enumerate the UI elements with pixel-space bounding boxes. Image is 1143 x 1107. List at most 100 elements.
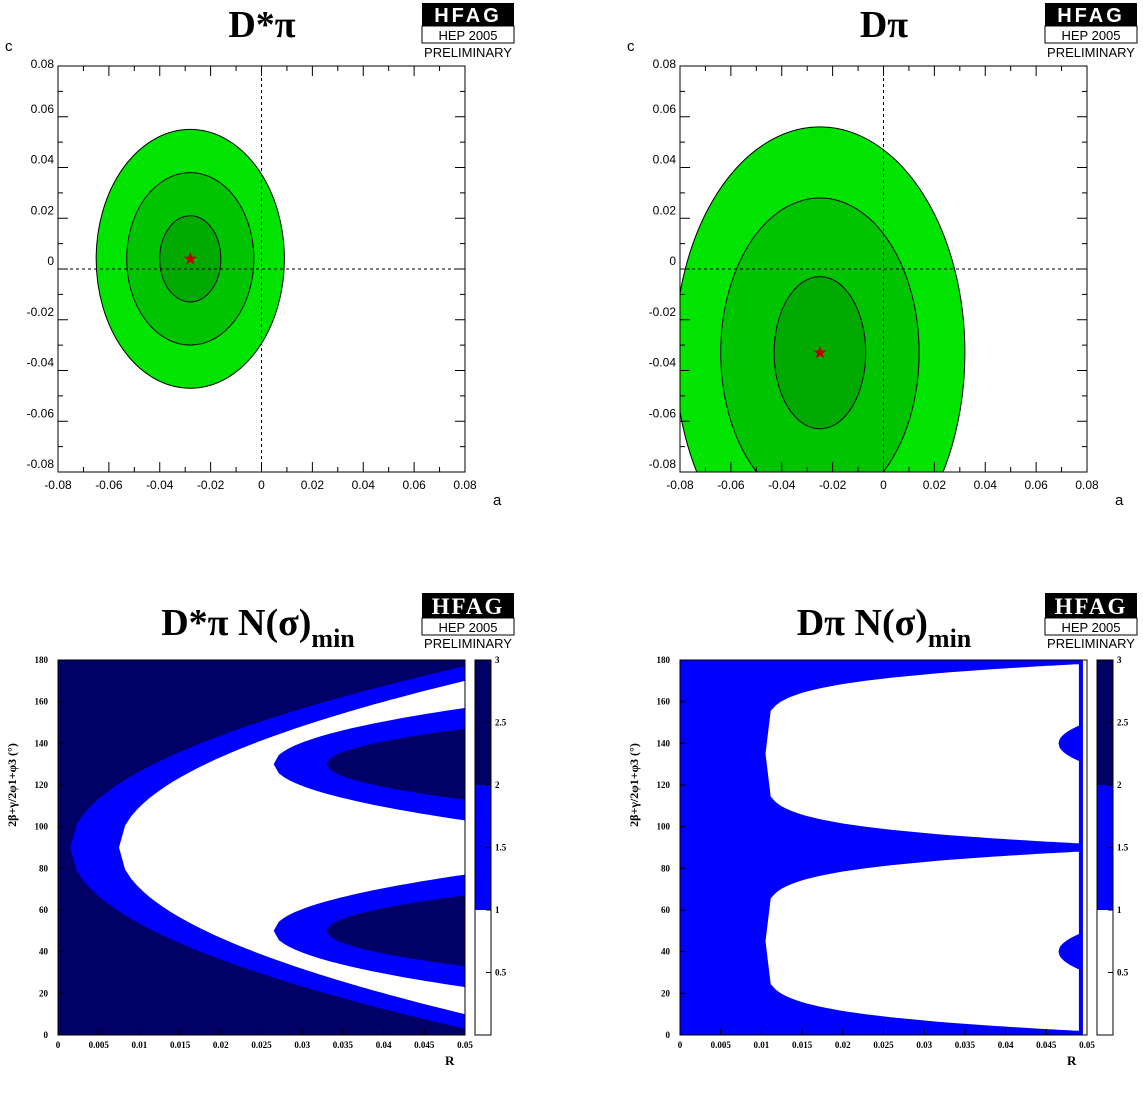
x-tick-label: 0.01	[132, 1040, 148, 1050]
plot-area: 0 0.005 0.01 0.015 0.02 0.025 0.03 0.035 0.04 0.0…	[627, 655, 1129, 1068]
hfag-badge: HFAG HEP 2005 PRELIMINARY	[421, 593, 515, 651]
x-tick-label: 0.02	[923, 478, 947, 492]
badge-event: HEP 2005	[1061, 620, 1120, 635]
badge-status: PRELIMINARY	[1047, 636, 1135, 651]
x-tick-label: -0.08	[44, 478, 72, 492]
x-tick-label: -0.02	[819, 478, 847, 492]
x-tick-label: 0.005	[711, 1040, 732, 1050]
y-tick-label: 80	[39, 863, 49, 873]
y-tick-label: -0.04	[27, 356, 55, 370]
x-tick-label: 0.03	[916, 1040, 932, 1050]
x-tick-label: -0.06	[717, 478, 745, 492]
x-tick-label: 0.08	[453, 478, 477, 492]
colorbar-tick-label: 0.5	[495, 968, 507, 978]
y-tick-label: 180	[35, 655, 49, 665]
title-subscript: min	[928, 624, 972, 653]
y-tick-label: -0.04	[649, 356, 677, 370]
x-tick-label: 0.015	[792, 1040, 813, 1050]
chart-title: Dπ N(σ)min	[797, 602, 972, 653]
y-axis-label: c	[5, 38, 13, 55]
colorbar-tick-label: 1	[495, 905, 500, 915]
x-tick-label: 0	[678, 1040, 683, 1050]
colorbar-tick-label: 0.5	[1117, 968, 1129, 978]
y-tick-label: 0	[47, 254, 54, 268]
x-tick-label: 0	[258, 478, 265, 492]
y-tick-label: 0.04	[31, 153, 55, 167]
y-axis-label: 2β+γ/2φ1+φ3 (°)	[5, 743, 19, 827]
x-tick-label: 0.01	[754, 1040, 770, 1050]
y-tick-label: -0.06	[649, 406, 677, 420]
badge-name: HFAG	[434, 5, 502, 27]
y-tick-label: 140	[657, 738, 671, 748]
y-tick-label: 0	[666, 1030, 671, 1040]
y-tick-label: -0.02	[27, 305, 55, 319]
badge-name: HFAG	[1057, 5, 1125, 27]
x-axis-label: a	[1115, 492, 1124, 509]
heatmap-d-pi-nsigma: Dπ N(σ)min HFAG HEP 2005 PRELIMINARY 0 0.…	[627, 593, 1138, 1068]
badge-event: HEP 2005	[438, 620, 497, 635]
y-tick-label: 180	[657, 655, 671, 665]
y-axis-label: 2β+γ/2φ1+φ3 (°)	[627, 743, 641, 827]
y-tick-label: 0.08	[31, 57, 55, 71]
region-dark-lobe	[326, 728, 465, 800]
x-axis-label: a	[493, 492, 502, 509]
colorbar-tick-label: 3	[1117, 655, 1122, 665]
badge-event: HEP 2005	[1061, 28, 1120, 43]
colorbar-segment-0	[1097, 910, 1113, 1035]
chart-title: D*π N(σ)min	[161, 602, 355, 653]
y-tick-label: 60	[39, 905, 49, 915]
x-tick-label: -0.06	[95, 478, 123, 492]
chart-title: D*π	[228, 4, 295, 46]
hfag-badge: HFAG HEP 2005 PRELIMINARY	[1044, 3, 1138, 60]
colorbar-tick-label: 1.5	[1117, 843, 1129, 853]
plot-area: 0 0.005 0.01 0.015 0.02 0.025 0.03 0.035 0.04 0.0…	[5, 655, 507, 1068]
colorbar-segment-2	[1097, 660, 1113, 785]
y-tick-label: 20	[661, 988, 671, 998]
colorbar-segment-2	[475, 660, 491, 785]
x-tick-label: 0.04	[352, 478, 376, 492]
y-tick-label: 120	[35, 780, 49, 790]
badge-status: PRELIMINARY	[424, 45, 512, 60]
x-tick-label: 0.035	[955, 1040, 976, 1050]
y-tick-label: 0.02	[653, 203, 677, 217]
contour-plot-dstar-pi: D*π HFAG HEP 2005 PRELIMINARY -0.08 -0.06…	[5, 3, 515, 509]
colorbar-tick-label: 2.5	[1117, 718, 1129, 728]
contour-regions	[680, 126, 966, 472]
colorbar-tick-label: 2	[1117, 780, 1122, 790]
x-tick-label: 0.015	[170, 1040, 191, 1050]
heatmap-dstar-pi-nsigma: D*π N(σ)min HFAG HEP 2005 PRELIMINARY 0 0…	[5, 593, 515, 1068]
x-tick-label: 0.045	[414, 1040, 435, 1050]
hfag-badge: HFAG HEP 2005 PRELIMINARY	[1044, 593, 1138, 651]
y-tick-label: 80	[661, 863, 671, 873]
best-fit-star	[183, 251, 197, 265]
x-tick-label: 0.025	[873, 1040, 894, 1050]
y-tick-label: 0	[44, 1030, 49, 1040]
y-tick-label: 0.06	[653, 102, 677, 116]
region-dark-lobe	[326, 895, 465, 967]
y-tick-label: 140	[35, 738, 49, 748]
x-tick-label: 0.02	[213, 1040, 229, 1050]
badge-name: HFAG	[432, 594, 505, 619]
title-subscript: min	[311, 624, 355, 653]
heatmap-regions	[680, 660, 1087, 1035]
colorbar-segment-1	[475, 785, 491, 910]
y-tick-label: 160	[35, 697, 49, 707]
y-tick-label: 120	[657, 780, 671, 790]
x-tick-label: 0.02	[301, 478, 325, 492]
heatmap-regions	[58, 660, 465, 1035]
region-white-edge	[1082, 660, 1087, 1035]
plot-area: -0.08 -0.06 -0.04 -0.02 0 0.02 0.04 0.06 0.08 -0.…	[5, 38, 502, 509]
y-tick-label: 0	[669, 254, 676, 268]
x-tick-label: 0.04	[974, 478, 998, 492]
colorbar-tick-label: 1.5	[495, 843, 507, 853]
y-tick-label: 20	[39, 988, 49, 998]
x-tick-label: 0	[880, 478, 887, 492]
badge-name: HFAG	[1055, 594, 1128, 619]
x-tick-label: 0.05	[1079, 1040, 1095, 1050]
y-tick-label: 0.08	[653, 57, 677, 71]
chart-title: Dπ	[860, 4, 908, 46]
y-tick-label: -0.08	[27, 457, 55, 471]
y-tick-label: 100	[657, 822, 671, 832]
x-tick-label: -0.04	[146, 478, 174, 492]
x-tick-label: 0.08	[1075, 478, 1099, 492]
